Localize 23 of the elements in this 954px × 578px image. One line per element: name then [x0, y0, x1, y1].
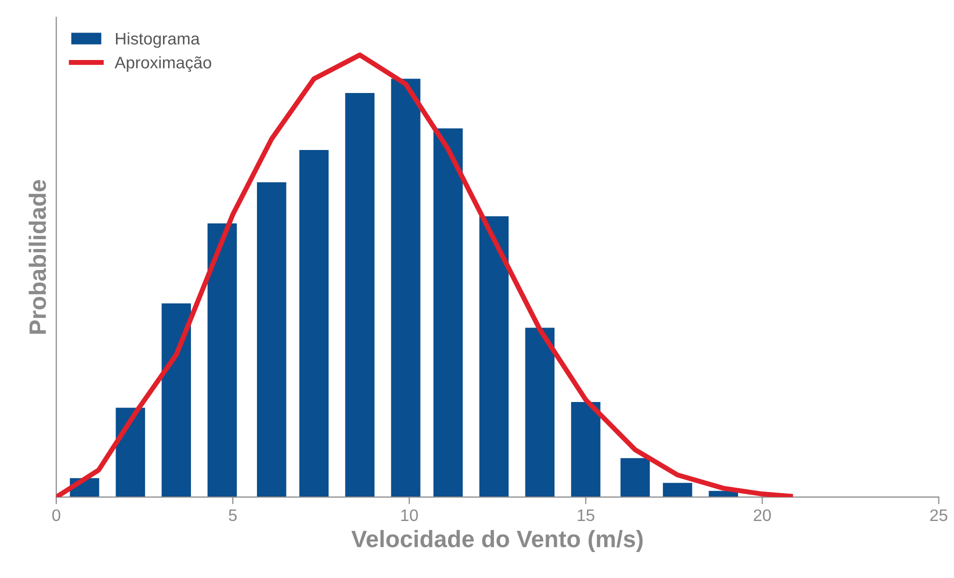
- y-axis-title: Probabilidade: [28, 180, 46, 334]
- bar: [433, 128, 463, 498]
- bar: [391, 78, 420, 498]
- x-tick-label: 5: [228, 510, 237, 522]
- bar: [620, 458, 650, 498]
- legend-label: Histograma: [116, 32, 200, 48]
- x-tick-label: 20: [754, 509, 771, 522]
- x-tick-label: 15: [578, 510, 594, 522]
- x-axis-title: Velocidade do Vento (m/s): [351, 530, 643, 552]
- bar: [208, 223, 237, 498]
- bar: [299, 150, 329, 498]
- x-tick-label: 10: [401, 509, 418, 522]
- x-tick-label: 0: [52, 509, 60, 522]
- bar: [662, 482, 692, 498]
- bar: [525, 328, 555, 498]
- bar: [479, 216, 509, 498]
- bar: [571, 402, 600, 498]
- x-tick-label: 25: [930, 509, 948, 522]
- bar: [116, 408, 146, 498]
- bar: [256, 182, 286, 498]
- bar: [345, 92, 374, 498]
- bar: [162, 303, 191, 498]
- legend-label: Aproximação: [114, 56, 212, 72]
